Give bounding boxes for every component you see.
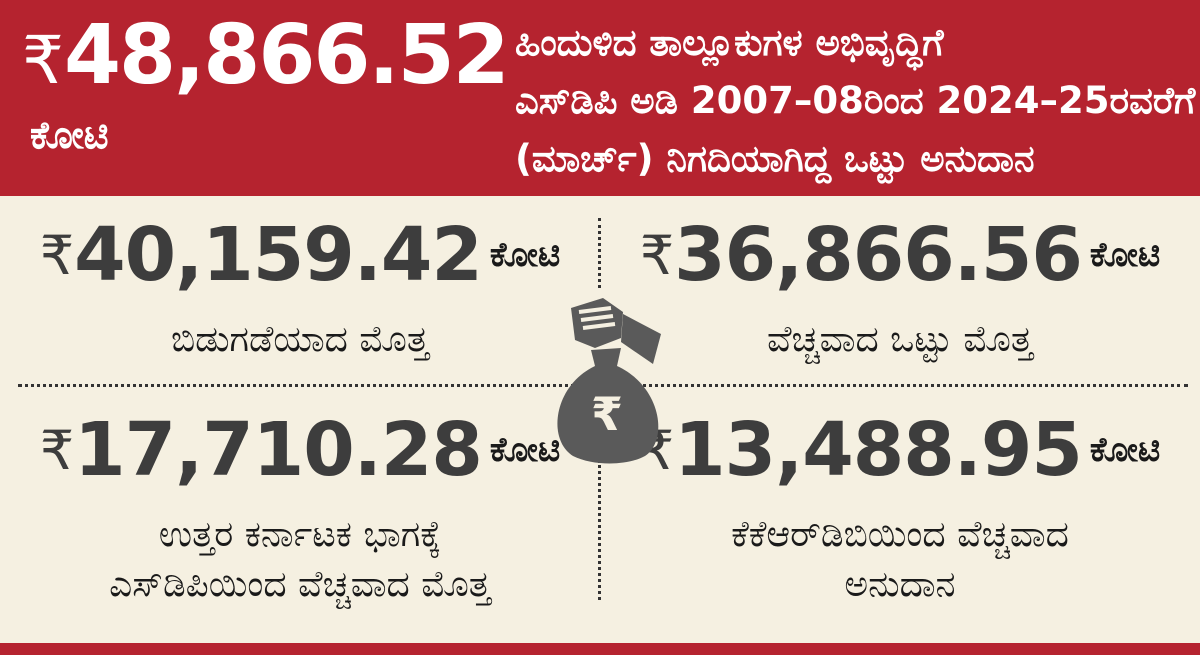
stat-unit: ಕೋಟಿ [489,235,561,275]
stat-amount: 17,710.28 [74,407,483,493]
footer-bar [0,643,1200,655]
stat-amount: 13,488.95 [674,407,1083,493]
stat-amount-line: ₹13,488.95 ಕೋಟಿ [620,410,1180,510]
stat-amount: 36,866.56 [674,212,1083,298]
stat-amount-line: ₹36,866.56 ಕೋಟಿ [620,215,1180,315]
description-line: (ಮಾರ್ಚ್) ನಿಗದಿಯಾಗಿದ್ದ ಒಟ್ಟು ಅನುದಾನ [515,137,1035,180]
stat-unit: ಕೋಟಿ [1089,235,1161,275]
rupee-icon: ₹ [39,419,75,482]
money-bag-hand-icon: ₹ [543,290,673,470]
stat-released: ₹40,159.42 ಕೋಟಿ ಬಿಡುಗಡೆಯಾದ ಮೊತ್ತ [20,215,580,365]
total-amount-description: ಹಿಂದುಳಿದ ತಾಲ್ಲೂಕುಗಳ ಅಭಿವೃದ್ಧಿಗೆ ಎಸ್‌ಡಿಪಿ… [515,14,1195,188]
stat-north-karnataka: ₹17,710.28 ಕೋಟಿ ಉತ್ತರ ಕರ್ನಾಟಕ ಭಾಗಕ್ಕೆ ಎಸ್… [20,410,580,610]
stat-unit: ಕೋಟಿ [1089,430,1161,470]
bag-rupee-symbol: ₹ [591,387,623,441]
stat-kkrdb: ₹13,488.95 ಕೋಟಿ ಕೆಕೆಆರ್‌ಡಿಬಿಯಿಂದ ವೆಚ್ಚವಾದ… [620,410,1180,610]
stat-amount-line: ₹40,159.42 ಕೋಟಿ [20,215,580,315]
stat-description: ಕೆಕೆಆರ್‌ಡಿಬಿಯಿಂದ ವೆಚ್ಚವಾದ [731,514,1069,555]
stat-unit: ಕೋಟಿ [489,430,561,470]
header-banner: ₹48,866.52 ಕೋಟಿ ಹಿಂದುಳಿದ ತಾಲ್ಲೂಕುಗಳ ಅಭಿವ… [0,0,1200,196]
stat-amount: 40,159.42 [74,212,483,298]
rupee-icon: ₹ [39,224,75,287]
total-allocated-amount: ₹48,866.52 [22,6,510,111]
description-line: ಹಿಂದುಳಿದ ತಾಲ್ಲೂಕುಗಳ ಅಭಿವೃದ್ಧಿಗೆ [515,21,944,64]
description-line: ಎಸ್‌ಡಿಪಿ ಅಡಿ 2007–08ರಿಂದ 2024–25ರವರೆಗೆ [515,79,1196,122]
total-amount-value: 48,866.52 [64,8,510,103]
stat-description: ಎಸ್‌ಡಿಪಿಯಿಂದ ವೆಚ್ಚವಾದ ಮೊತ್ತ [109,564,491,605]
stat-spent: ₹36,866.56 ಕೋಟಿ ವೆಚ್ಚವಾದ ಒಟ್ಟು ಮೊತ್ತ [620,215,1180,365]
vertical-divider-top [598,218,601,288]
stat-description: ಬಿಡುಗಡೆಯಾದ ಮೊತ್ತ [170,319,430,360]
total-amount-unit: ಕೋಟಿ [30,113,109,157]
stat-description: ವೆಚ್ಚವಾದ ಒಟ್ಟು ಮೊತ್ತ [766,319,1034,360]
vertical-divider-bottom [598,460,601,600]
rupee-icon: ₹ [639,224,675,287]
stat-description: ಅನುದಾನ [844,564,956,605]
stat-description: ಉತ್ತರ ಕರ್ನಾಟಕ ಭಾಗಕ್ಕೆ [158,514,442,555]
rupee-icon: ₹ [22,22,64,99]
stat-amount-line: ₹17,710.28 ಕೋಟಿ [20,410,580,510]
